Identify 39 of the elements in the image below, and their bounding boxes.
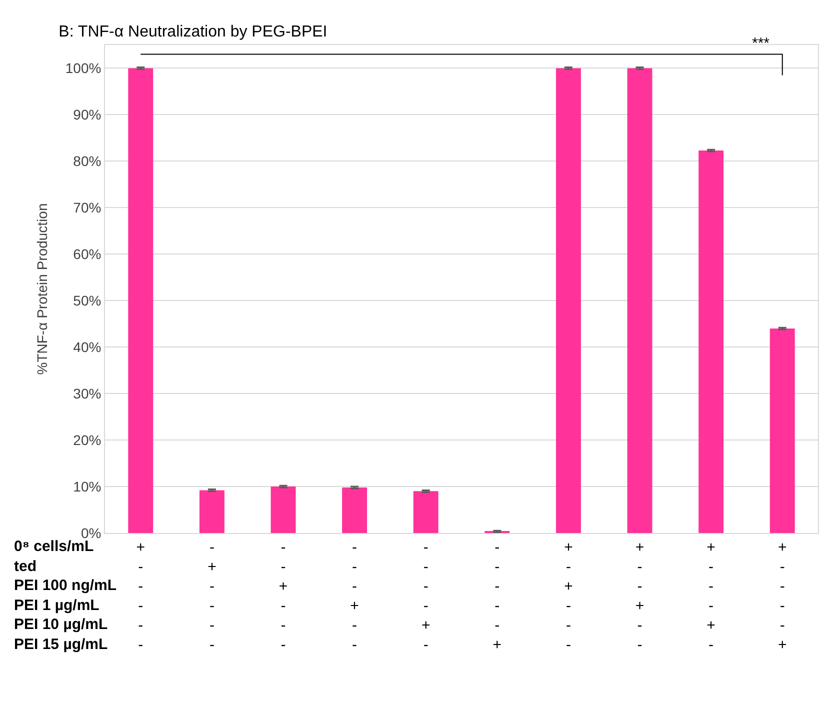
x-tick-label: - - + - - - xyxy=(278,539,288,654)
bar xyxy=(698,150,724,533)
bar xyxy=(342,487,368,533)
x-tick-label: - + - - - - xyxy=(208,539,217,654)
y-tick-label: 90% xyxy=(73,106,102,123)
annotation: *** xyxy=(752,35,770,52)
y-axis-title: %TNF-α Protein Production xyxy=(34,203,50,375)
x-tick-label: + - - - - - xyxy=(136,539,146,654)
x-tick-label: + - - - - + xyxy=(778,539,787,654)
x-tick-label: - - - - - + xyxy=(492,539,502,654)
y-tick-label: 20% xyxy=(73,432,102,448)
x-tick-label: + - - - + - xyxy=(706,539,716,654)
y-tick-label: 50% xyxy=(73,292,102,309)
bar xyxy=(199,490,224,533)
y-tick-label: 70% xyxy=(73,200,102,216)
bar xyxy=(270,486,296,533)
bar xyxy=(413,491,438,533)
x-tick-label: + - + - - - xyxy=(564,539,574,654)
y-tick-label: 0% xyxy=(80,524,102,541)
bar xyxy=(556,68,581,533)
text: ted xyxy=(14,558,36,575)
bar xyxy=(128,68,154,533)
y-tick-label: 80% xyxy=(73,153,102,170)
text: PEI 100 ng/mL xyxy=(14,577,117,594)
bar xyxy=(627,68,652,533)
y-tick-label: 60% xyxy=(73,246,102,262)
y-tick-label: 100% xyxy=(65,60,102,76)
y-tick-label: 10% xyxy=(73,478,102,494)
x-tick-label: + - - + - - xyxy=(635,539,644,654)
text: PEI 1 µg/mL xyxy=(14,597,100,614)
text: PEI 15 µg/mL xyxy=(14,636,108,653)
x-tick-label: - - - - + - xyxy=(421,539,430,654)
chart-title: B: TNF-α Neutralization by PEG-BPEI xyxy=(58,23,328,40)
text: PEI 10 µg/mL xyxy=(14,616,108,633)
bar xyxy=(770,328,795,533)
y-tick-label: 30% xyxy=(73,385,102,402)
x-tick-label: - - - + - - xyxy=(350,539,360,654)
y-tick-label: 40% xyxy=(73,339,102,355)
text: 0⁸ cells/mL xyxy=(14,538,94,555)
